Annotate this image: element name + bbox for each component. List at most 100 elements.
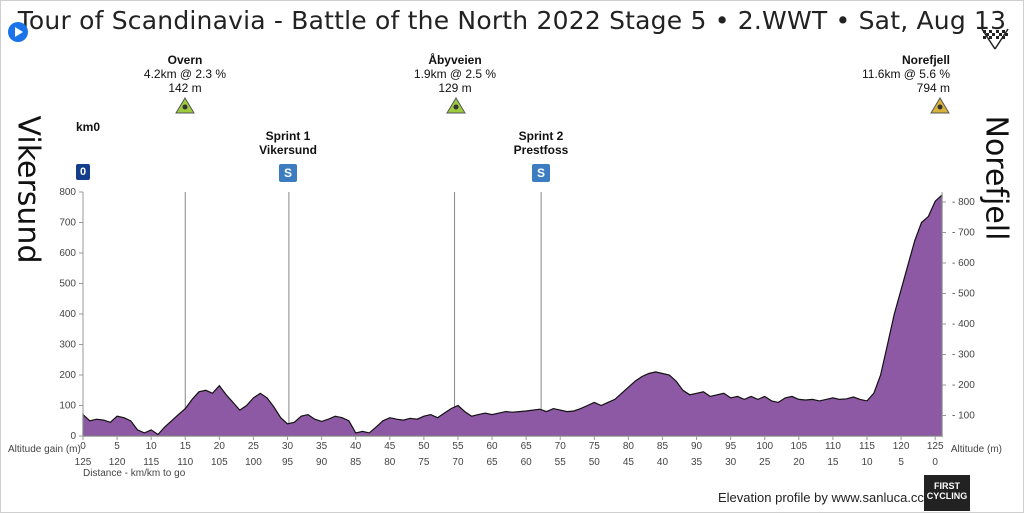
distance-axis-label: Distance - km/km to go xyxy=(83,468,186,479)
y-tick-label-right: - 800 xyxy=(952,197,975,208)
to-go-tick-label: 50 xyxy=(589,457,601,468)
climb-category-icon xyxy=(175,97,195,114)
chart-title: Tour of Scandinavia - Battle of the Nort… xyxy=(17,6,1007,35)
x-tick-label: 80 xyxy=(623,441,635,452)
x-tick-label: 100 xyxy=(756,441,773,452)
to-go-tick-label: 10 xyxy=(861,457,873,468)
x-tick-label: 105 xyxy=(790,441,807,452)
x-tick-label: 10 xyxy=(146,441,158,452)
climb-name: Overn xyxy=(167,53,203,67)
right-axis-label: Altitude (m) xyxy=(951,444,1002,455)
y-tick-label-left: 0 xyxy=(70,431,76,442)
climb-abyveien: Åbyveien 1.9km @ 2.5 % 129 m xyxy=(385,53,525,95)
km0-badge: 0 xyxy=(76,164,90,180)
sprint-2-label: Sprint 2 Prestfoss xyxy=(486,129,596,157)
firstcycling-logo: FIRST CYCLING xyxy=(924,475,970,511)
sprint-name: Sprint 2 xyxy=(518,129,564,143)
sprint-place: Vikersund xyxy=(259,143,317,157)
x-tick-label: 50 xyxy=(418,441,430,452)
y-tick-label-left: 300 xyxy=(59,340,76,351)
to-go-tick-label: 95 xyxy=(282,457,294,468)
y-tick-label-right: - 700 xyxy=(952,228,975,239)
x-tick-label: 60 xyxy=(486,441,498,452)
y-tick-label-right: - 500 xyxy=(952,289,975,300)
to-go-tick-label: 5 xyxy=(898,457,904,468)
to-go-tick-label: 55 xyxy=(555,457,567,468)
climb-name: Norefjell xyxy=(901,53,950,67)
climb-overn: Overn 4.2km @ 2.3 % 142 m xyxy=(115,53,255,95)
to-go-tick-label: 125 xyxy=(75,457,92,468)
climb-altitude: 142 m xyxy=(168,81,202,95)
climb-name: Åbyveien xyxy=(428,53,482,67)
to-go-tick-label: 105 xyxy=(211,457,228,468)
x-tick-label: 45 xyxy=(384,441,396,452)
to-go-tick-label: 80 xyxy=(384,457,396,468)
y-tick-label-left: 200 xyxy=(59,370,76,381)
to-go-tick-label: 90 xyxy=(316,457,328,468)
sprint-2-badge: S xyxy=(532,164,550,182)
climb-detail: 1.9km @ 2.5 % xyxy=(413,67,497,81)
to-go-tick-label: 20 xyxy=(793,457,805,468)
climb-norefjell: Norefjell 11.6km @ 5.6 % 794 m xyxy=(835,53,950,95)
to-go-tick-label: 120 xyxy=(109,457,126,468)
x-tick-label: 110 xyxy=(825,441,841,452)
to-go-tick-label: 15 xyxy=(827,457,839,468)
x-tick-label: 120 xyxy=(893,441,910,452)
sprint-place: Prestfoss xyxy=(513,143,569,157)
x-tick-label: 85 xyxy=(657,441,669,452)
to-go-tick-label: 0 xyxy=(932,457,938,468)
climb-category-icon xyxy=(930,97,950,114)
x-tick-label: 90 xyxy=(691,441,703,452)
x-tick-label: 70 xyxy=(555,441,567,452)
climb-detail: 4.2km @ 2.3 % xyxy=(143,67,227,81)
credit-text: Elevation profile by www.sanluca.cc xyxy=(718,490,924,505)
x-tick-label: 125 xyxy=(927,441,944,452)
to-go-tick-label: 110 xyxy=(177,457,193,468)
to-go-tick-label: 115 xyxy=(143,457,159,468)
y-tick-label-right: - 100 xyxy=(952,411,975,422)
to-go-tick-label: 75 xyxy=(418,457,430,468)
y-tick-label-right: - 300 xyxy=(952,350,975,361)
x-tick-label: 65 xyxy=(521,441,533,452)
y-tick-label-right: - 200 xyxy=(952,380,975,391)
to-go-tick-label: 40 xyxy=(657,457,669,468)
y-tick-label-left: 500 xyxy=(59,279,76,290)
sprint-1-badge: S xyxy=(279,164,297,182)
x-tick-label: 0 xyxy=(80,441,86,452)
climb-altitude: 794 m xyxy=(916,81,950,95)
climb-category-icon xyxy=(446,97,466,114)
x-tick-label: 5 xyxy=(114,441,120,452)
to-go-tick-label: 65 xyxy=(486,457,498,468)
y-tick-label-left: 400 xyxy=(59,309,76,320)
to-go-tick-label: 85 xyxy=(350,457,362,468)
checkered-flag-icon xyxy=(981,28,1009,50)
x-tick-label: 25 xyxy=(248,441,260,452)
y-tick-label-left: 600 xyxy=(59,248,76,259)
play-icon[interactable] xyxy=(8,22,28,42)
x-tick-label: 75 xyxy=(589,441,601,452)
x-tick-label: 30 xyxy=(282,441,294,452)
x-tick-label: 115 xyxy=(859,441,875,452)
y-tick-label-right: - 400 xyxy=(952,319,975,330)
to-go-tick-label: 60 xyxy=(521,457,533,468)
to-go-tick-label: 35 xyxy=(691,457,703,468)
y-tick-label-left: 800 xyxy=(59,187,76,198)
x-tick-label: 15 xyxy=(180,441,192,452)
climb-detail: 11.6km @ 5.6 % xyxy=(862,67,950,81)
y-tick-label-right: - 600 xyxy=(952,258,975,269)
climb-altitude: 129 m xyxy=(438,81,472,95)
elevation-area xyxy=(82,193,943,437)
x-tick-label: 20 xyxy=(214,441,226,452)
x-tick-label: 40 xyxy=(350,441,362,452)
to-go-tick-label: 100 xyxy=(245,457,262,468)
sprint-1-label: Sprint 1 Vikersund xyxy=(233,129,343,157)
x-axis-label: Altitude gain (m) xyxy=(8,444,81,455)
to-go-tick-label: 25 xyxy=(759,457,771,468)
sprint-name: Sprint 1 xyxy=(265,129,311,143)
x-tick-label: 55 xyxy=(452,441,464,452)
x-tick-label: 95 xyxy=(725,441,737,452)
km0-label: km0 xyxy=(76,120,101,134)
y-tick-label-left: 700 xyxy=(59,218,76,229)
to-go-tick-label: 30 xyxy=(725,457,737,468)
